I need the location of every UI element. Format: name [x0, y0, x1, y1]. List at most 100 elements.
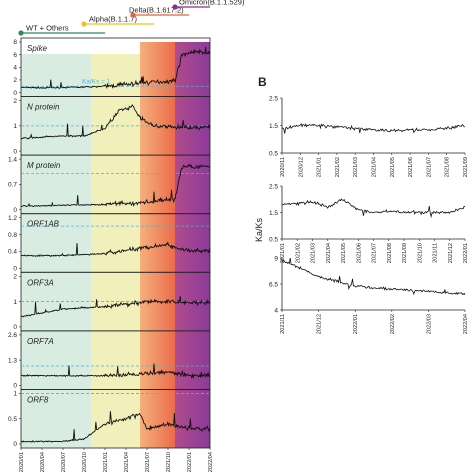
series-line — [20, 163, 211, 208]
x-tick-label: 2021/12 — [317, 314, 323, 334]
y-tick-label: 0.5 — [269, 151, 278, 158]
variant-label: Alpha(B.1.1.7) — [89, 15, 137, 24]
x-tick-label: 2021/06 — [408, 157, 414, 177]
x-tick-label: 2020/10 — [82, 452, 88, 472]
x-tick-label: 2021/07 — [426, 157, 432, 177]
x-tick-label: 2021/10 — [417, 243, 423, 263]
variant-label: Delta(B.1.617.2) — [129, 6, 184, 15]
y-tick-label: 2 — [13, 77, 17, 84]
y-tick-label: 4 — [274, 308, 278, 315]
y-tick-label: 1 — [13, 299, 17, 306]
x-tick-label: 2021/08 — [387, 243, 393, 263]
y-tick-label: 0.8 — [8, 232, 17, 239]
x-tick-label: 2021/08 — [445, 157, 451, 177]
x-tick-label: 2022/01 — [353, 314, 359, 334]
y-tick-label: 0 — [13, 265, 17, 272]
y-axis-label: Ka/Ks — [254, 217, 264, 242]
reference-line-label: Ka/Ks = 1 — [82, 78, 111, 85]
panel-a: WT + Others Alpha(B.1.1.7)Delta(B.1.617.2… — [8, 0, 245, 472]
variant-band — [140, 42, 175, 448]
variant-dot — [18, 30, 24, 36]
y-tick-label: 6 — [13, 52, 17, 59]
variant-label: Omicron(B.1.1.529) — [179, 0, 245, 7]
x-tick-label: 2022/01 — [463, 243, 469, 263]
x-tick-label: 2021/04 — [326, 243, 332, 263]
variant-band — [21, 54, 91, 448]
variant-dot — [130, 12, 136, 18]
x-tick-label: 2021/02 — [335, 157, 341, 177]
x-tick-label: 2021/07 — [372, 243, 378, 263]
y-tick-label: 0 — [13, 90, 17, 97]
x-tick-label: 2022/02 — [390, 314, 396, 334]
x-tick-label: 2020/11 — [280, 157, 286, 177]
x-tick-label: 2022/01 — [187, 452, 193, 472]
series-line — [281, 123, 466, 134]
gene-label: ORF3A — [27, 278, 54, 287]
x-tick-label: 2022/03 — [426, 314, 432, 334]
y-tick-label: 6.5 — [269, 282, 278, 289]
y-tick-label: 1 — [13, 123, 17, 130]
y-tick-label: 8 — [13, 39, 17, 46]
y-tick-label: 0.5 — [8, 416, 17, 423]
x-tick-label: 2020/01 — [19, 452, 25, 472]
x-tick-label: 2021/12 — [448, 243, 454, 263]
y-tick-label: 1.4 — [8, 156, 17, 163]
x-tick-label: 2020/07 — [61, 452, 67, 472]
x-tick-label: 2021/11 — [280, 314, 286, 334]
gene-label: M protein — [27, 161, 61, 170]
gene-label: ORF8 — [27, 395, 49, 404]
x-tick-label: 2021/04 — [372, 157, 378, 177]
gene-label: ORF7A — [27, 337, 54, 346]
y-tick-label: 1.5 — [269, 210, 278, 217]
y-tick-label: 0.4 — [8, 249, 17, 256]
x-tick-label: 2021/04 — [124, 452, 130, 472]
x-tick-label: 2022/04 — [463, 314, 469, 334]
y-tick-label: 0 — [13, 441, 17, 448]
y-tick-label: 9 — [274, 256, 278, 263]
gene-label: N protein — [27, 103, 60, 112]
x-tick-label: 2021/01 — [103, 452, 109, 472]
x-tick-label: 2021/06 — [356, 243, 362, 263]
series-line — [20, 46, 211, 90]
gene-label: ORF1AB — [27, 220, 60, 229]
y-tick-label: 4 — [13, 64, 17, 71]
variant-dot — [172, 4, 178, 10]
x-tick-label: 2021/03 — [311, 243, 317, 263]
x-tick-label: 2020/12 — [298, 157, 304, 177]
series-line — [20, 295, 211, 318]
y-tick-label: 1.3 — [8, 357, 17, 364]
series-line — [20, 241, 211, 258]
x-tick-label: 2022/04 — [208, 452, 214, 472]
x-tick-label: 2020/04 — [40, 452, 46, 472]
x-tick-label: 2021/11 — [433, 243, 439, 263]
x-tick-label: 2021/10 — [166, 452, 172, 472]
y-tick-label: 0.5 — [269, 237, 278, 244]
series-line — [281, 198, 466, 219]
x-tick-label: 2021/09 — [402, 243, 408, 263]
y-tick-label: 0 — [13, 324, 17, 331]
x-tick-label: 2021/01 — [280, 243, 286, 263]
y-tick-label: 2 — [13, 273, 17, 280]
series-line — [20, 363, 210, 380]
series-line — [281, 257, 466, 296]
panel-b-letter: B — [258, 75, 267, 89]
y-tick-label: 1.2 — [8, 215, 17, 222]
gene-label: Spike — [27, 44, 48, 53]
variant-band — [91, 54, 140, 448]
y-tick-label: 1 — [13, 391, 17, 398]
y-tick-label: 0 — [13, 148, 17, 155]
y-tick-label: 0 — [13, 207, 17, 214]
y-tick-label: 2.6 — [8, 332, 17, 339]
panel-b: B 0.5 1.5 2.5 2020/11 2020/12 2021/01 2021/02 2… — [254, 75, 469, 334]
x-tick-label: 2021/03 — [353, 157, 359, 177]
x-tick-label: 2021/01 — [317, 157, 323, 177]
variant-band — [175, 42, 210, 448]
series-line — [20, 411, 211, 443]
x-tick-label: 2021/07 — [145, 452, 151, 472]
x-tick-label: 2021/05 — [341, 243, 347, 263]
y-tick-label: 2.5 — [269, 96, 278, 103]
x-tick-label: 2021/09 — [463, 157, 469, 177]
y-tick-label: 2 — [13, 98, 17, 105]
y-tick-label: 2.5 — [269, 184, 278, 191]
